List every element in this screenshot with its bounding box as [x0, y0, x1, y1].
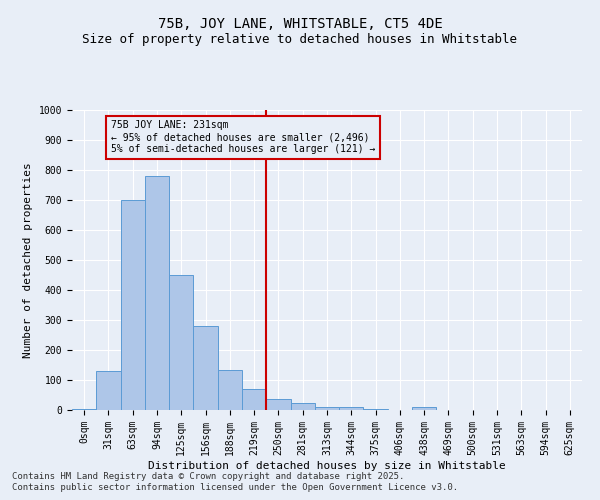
Bar	[339, 407, 364, 410]
Text: Contains HM Land Registry data © Crown copyright and database right 2025.: Contains HM Land Registry data © Crown c…	[12, 472, 404, 481]
Bar	[364, 408, 388, 410]
Bar	[145, 176, 169, 410]
Bar	[242, 389, 266, 410]
Bar	[218, 370, 242, 410]
Bar	[72, 408, 96, 410]
Bar	[193, 326, 218, 410]
Text: Size of property relative to detached houses in Whitstable: Size of property relative to detached ho…	[83, 32, 517, 46]
Bar	[315, 407, 339, 410]
Text: Contains public sector information licensed under the Open Government Licence v3: Contains public sector information licen…	[12, 484, 458, 492]
X-axis label: Distribution of detached houses by size in Whitstable: Distribution of detached houses by size …	[148, 460, 506, 470]
Bar	[169, 275, 193, 410]
Bar	[121, 200, 145, 410]
Bar	[96, 371, 121, 410]
Text: 75B JOY LANE: 231sqm
← 95% of detached houses are smaller (2,496)
5% of semi-det: 75B JOY LANE: 231sqm ← 95% of detached h…	[111, 120, 375, 154]
Bar	[412, 407, 436, 410]
Bar	[266, 398, 290, 410]
Bar	[290, 404, 315, 410]
Text: 75B, JOY LANE, WHITSTABLE, CT5 4DE: 75B, JOY LANE, WHITSTABLE, CT5 4DE	[158, 18, 442, 32]
Y-axis label: Number of detached properties: Number of detached properties	[23, 162, 33, 358]
